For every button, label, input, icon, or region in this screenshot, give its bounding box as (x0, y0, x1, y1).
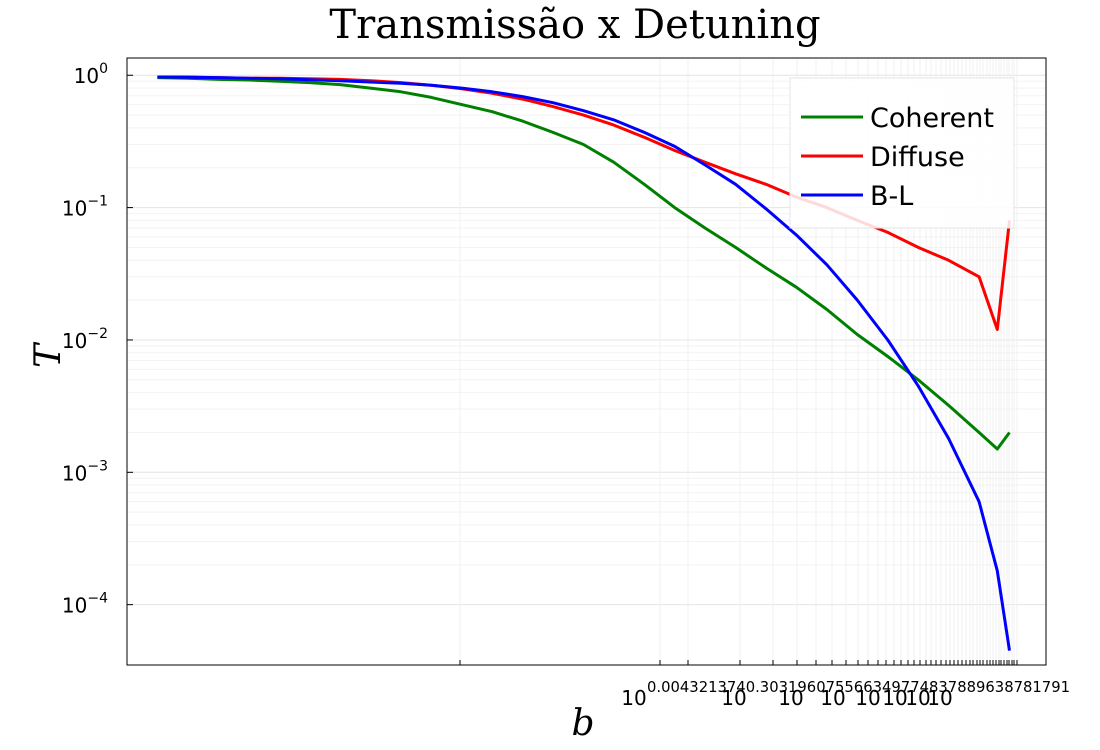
legend-box (789, 77, 1015, 229)
legend-label: B-L (870, 181, 913, 212)
y-tick-label: 10−3 (62, 458, 108, 485)
series-layer (157, 75, 1011, 651)
series-line (157, 76, 1011, 451)
legend-label: Diffuse (870, 142, 965, 173)
x-tick-base: 10 (820, 686, 845, 710)
y-tick-label: 10−4 (62, 591, 108, 618)
x-tick-base: 10 (621, 686, 646, 710)
plot-frame (126, 57, 1047, 666)
y-tick-label: 10−1 (62, 194, 108, 221)
x-tick-base: 10 (721, 686, 746, 710)
x-tick-base: 10 (927, 686, 952, 710)
x-tick-labels: 10 10 10 10 10 1010100.0043213740.30319607556… (621, 678, 1070, 710)
x-axis-label: b (571, 703, 594, 744)
x-tick-base: 10 (778, 686, 803, 710)
series-line (157, 75, 1011, 651)
y-tick-labels: 100 10−1 10−2 10−3 10−4 (62, 61, 133, 618)
y-tick-label: 100 (74, 61, 108, 88)
chart-title: Transmissão x Detuning (329, 2, 820, 48)
x-tick-base: 10 (905, 686, 930, 710)
x-tick-base: 10 (882, 686, 907, 710)
legend-label: Coherent (870, 103, 994, 134)
y-tick-label: 10−2 (62, 326, 108, 353)
x-tick-exponents: 0.0043213740.303196075566349774837889638… (647, 678, 1070, 696)
y-axis-label: T (28, 341, 69, 368)
legend: Coherent Diffuse B-L (789, 77, 1015, 229)
x-tick-base: 10 (855, 686, 880, 710)
